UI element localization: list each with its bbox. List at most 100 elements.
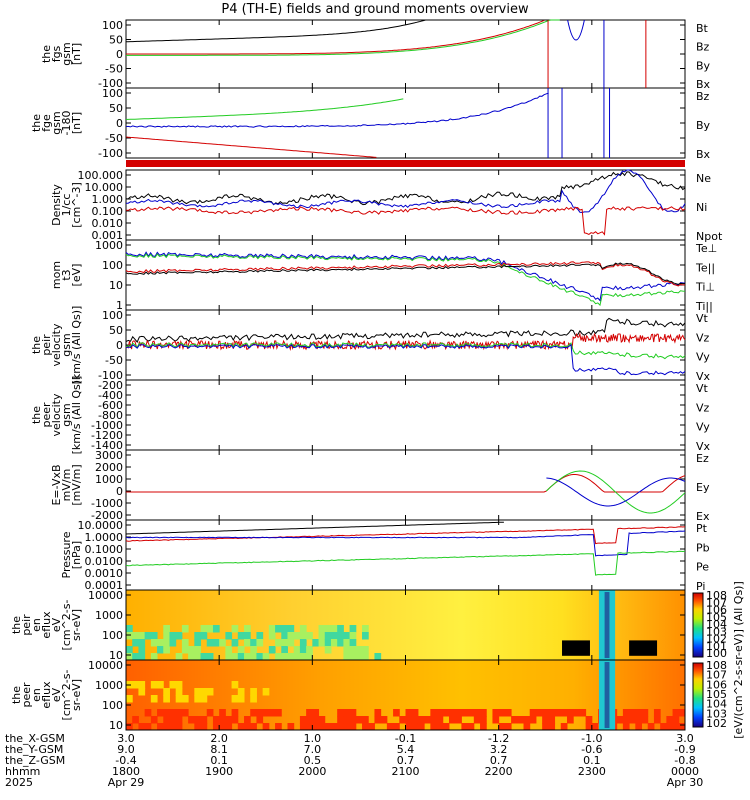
colorbar-tick-label: 107 bbox=[706, 669, 727, 682]
spectrogram-cell bbox=[647, 723, 655, 731]
x-tick-label: 2100 bbox=[392, 765, 420, 778]
spectrogram-cell bbox=[275, 625, 282, 633]
x-tick-label: -0.9 bbox=[674, 743, 695, 756]
spectrogram-cell bbox=[231, 709, 239, 717]
series-pb bbox=[125, 526, 686, 545]
spectrogram-cell bbox=[337, 639, 344, 647]
y-axis-label-line: gsm bbox=[60, 333, 73, 356]
y-tick-label: 1000 bbox=[95, 239, 123, 252]
spectrogram-cell bbox=[641, 716, 649, 724]
colorbar bbox=[692, 662, 704, 728]
spectrogram-cell bbox=[132, 632, 139, 640]
spectrogram-cell bbox=[504, 723, 512, 731]
y-axis-label-line: the bbox=[30, 114, 43, 132]
y-axis-label-line: [cm^2-s- bbox=[60, 670, 73, 721]
spectrogram-cell bbox=[455, 709, 462, 717]
spectrogram-cell bbox=[163, 723, 170, 731]
spectrogram-cell bbox=[337, 709, 344, 717]
spectrogram-cell bbox=[256, 632, 264, 640]
y-axis-label-line: [nT] bbox=[70, 43, 83, 65]
spectrogram-cell bbox=[169, 709, 177, 717]
x-tick-label: 1800 bbox=[112, 765, 140, 778]
spectrogram-cell bbox=[206, 653, 214, 661]
spectrogram-cell bbox=[393, 723, 400, 731]
spectrogram-cell bbox=[411, 716, 419, 724]
spectrogram-cell bbox=[579, 709, 587, 717]
spectrogram-cell bbox=[157, 723, 164, 731]
spectrogram-cell bbox=[374, 716, 382, 724]
spectrogram-cell bbox=[206, 625, 214, 633]
spectrogram-cell bbox=[672, 709, 680, 717]
spectrogram-cell bbox=[653, 709, 661, 717]
x-tick-label: 0.7 bbox=[397, 754, 415, 767]
spectrogram-cell bbox=[455, 716, 462, 724]
spectrogram-cell bbox=[157, 681, 164, 689]
y-tick-label: -400 bbox=[98, 389, 123, 402]
panel-frame bbox=[125, 379, 686, 451]
spectrogram-cell bbox=[231, 639, 239, 647]
y-tick-label: -800 bbox=[98, 409, 123, 422]
y-axis-label-line: gsm bbox=[60, 403, 73, 426]
spectrogram-cell bbox=[318, 716, 326, 724]
y-tick-label: 100 bbox=[102, 699, 123, 712]
series-vz bbox=[125, 332, 686, 351]
spectrogram-cell bbox=[337, 625, 344, 633]
legend-entry: Vt bbox=[696, 382, 709, 395]
spectrogram-cell bbox=[212, 716, 220, 724]
spectrogram-cell bbox=[163, 688, 170, 696]
y-axis-label-line: Density bbox=[50, 184, 63, 226]
spectrogram-cell bbox=[194, 653, 202, 661]
y-axis-label-line: mom bbox=[50, 261, 63, 289]
spectrogram-cell bbox=[231, 653, 239, 661]
spectrogram-cell bbox=[237, 723, 245, 731]
spectrogram-cell bbox=[362, 646, 369, 654]
legend-entry: Vz bbox=[696, 331, 710, 344]
y-tick-label: 0 bbox=[116, 48, 123, 61]
spectrogram-cell bbox=[138, 723, 146, 731]
panel-10: 10000 1000 100 10 thepeerenefluxeV[cm^2-s-sr… bbox=[10, 659, 727, 732]
spectrogram-cell bbox=[411, 723, 419, 731]
spectrogram-cell bbox=[337, 632, 344, 640]
spectrogram-cell bbox=[175, 688, 183, 696]
spectrogram-cell bbox=[132, 681, 139, 689]
y-tick-label: 0.010 bbox=[92, 217, 124, 230]
spectrogram-cell bbox=[629, 716, 636, 724]
colorbar-tick-label: 106 bbox=[706, 604, 727, 617]
year-label: 2025 bbox=[5, 776, 33, 789]
legend-entry: Te|| bbox=[695, 261, 715, 274]
spectrogram-dark-patch bbox=[562, 640, 590, 656]
x-tick-label: 2.0 bbox=[210, 732, 228, 745]
spectrogram-cell bbox=[231, 625, 239, 633]
spectrogram-cell bbox=[504, 709, 512, 717]
series-ez bbox=[126, 474, 686, 493]
x-tick-label: 5.4 bbox=[397, 743, 415, 756]
spectrogram-cell bbox=[511, 716, 518, 724]
series-pi bbox=[125, 530, 686, 557]
spectrogram-cell bbox=[480, 709, 487, 717]
spectrogram-cell bbox=[672, 723, 680, 731]
y-tick-label: -600 bbox=[98, 399, 123, 412]
panel-frame bbox=[125, 449, 686, 521]
spectrogram-cell bbox=[132, 639, 139, 647]
spectrogram-cell bbox=[312, 716, 320, 724]
spectrogram-cell bbox=[436, 716, 444, 724]
spectrogram-cell bbox=[293, 646, 301, 654]
spectrogram-cell bbox=[231, 716, 239, 724]
spectrogram-cell bbox=[566, 709, 574, 717]
x-tick-label: 3.0 bbox=[676, 732, 694, 745]
y-tick-label: 10 bbox=[109, 279, 123, 292]
series-te-perp bbox=[125, 261, 685, 287]
y-tick-label: 0.0010 bbox=[85, 567, 124, 580]
legend-entry: Pb bbox=[696, 541, 710, 554]
spectrogram-cell bbox=[163, 716, 170, 724]
spectrogram-cell bbox=[542, 709, 549, 717]
spectrogram-cell bbox=[157, 646, 164, 654]
y-tick-label: -200 bbox=[98, 379, 123, 392]
date-end-label: Apr 30 bbox=[667, 776, 704, 789]
spectrogram-cell bbox=[262, 709, 270, 717]
x-tick-label: 0000 bbox=[671, 765, 699, 778]
spectrogram-cell bbox=[181, 646, 189, 654]
colorbar-tick-label: 103 bbox=[706, 707, 727, 720]
colorbar bbox=[692, 592, 704, 658]
spectrogram-cell bbox=[312, 723, 320, 731]
